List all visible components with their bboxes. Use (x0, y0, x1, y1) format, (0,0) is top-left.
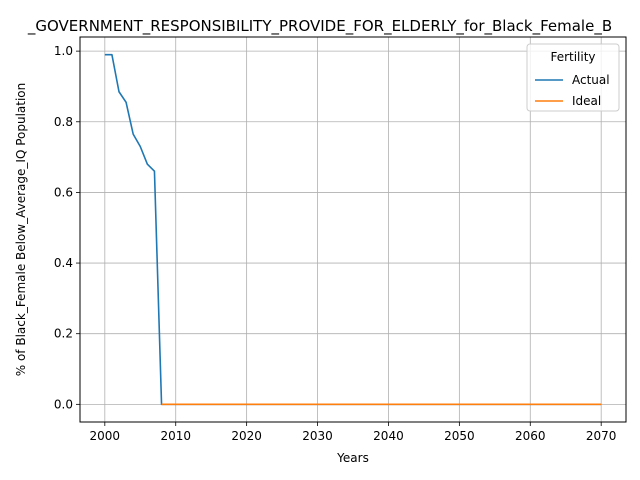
y-tick-label: 0.4 (54, 256, 73, 270)
x-tick-label: 2000 (90, 429, 121, 443)
y-axis-label: % of Black_Female Below_Average_IQ Popul… (14, 83, 28, 377)
y-tick-label: 1.0 (54, 44, 73, 58)
series-lines (104, 53, 602, 406)
y-tick-label: 0.8 (54, 115, 73, 129)
chart-title: _GOVERNMENT_RESPONSIBILITY_PROVIDE_FOR_E… (27, 17, 612, 36)
legend-box (526, 43, 620, 112)
x-tick-label: 2040 (373, 429, 404, 443)
legend-entries: Actual Ideal (535, 73, 610, 108)
y-tick-label: 0.2 (54, 327, 73, 341)
y-tick-label: 0.6 (54, 185, 73, 199)
plot-frame (79, 36, 627, 423)
legend-label-ideal: Ideal (572, 94, 601, 108)
x-tick-label: 2070 (586, 429, 617, 443)
legend-title: Fertility (550, 50, 595, 64)
legend: Fertility Actual Ideal (526, 43, 620, 112)
x-tick-label: 2030 (302, 429, 333, 443)
x-tick-label: 2050 (444, 429, 475, 443)
x-tick-label: 2060 (515, 429, 546, 443)
y-axis-ticks: 0.0 0.2 0.4 0.6 0.8 1.0 (54, 44, 80, 411)
x-tick-label: 2010 (160, 429, 191, 443)
y-tick-label: 0.0 (54, 397, 73, 411)
x-axis-label: Years (336, 451, 369, 465)
x-axis-ticks: 2000 2010 2020 2030 2040 2050 2060 2070 (90, 422, 617, 443)
x-tick-label: 2020 (231, 429, 262, 443)
legend-label-actual: Actual (572, 73, 610, 87)
